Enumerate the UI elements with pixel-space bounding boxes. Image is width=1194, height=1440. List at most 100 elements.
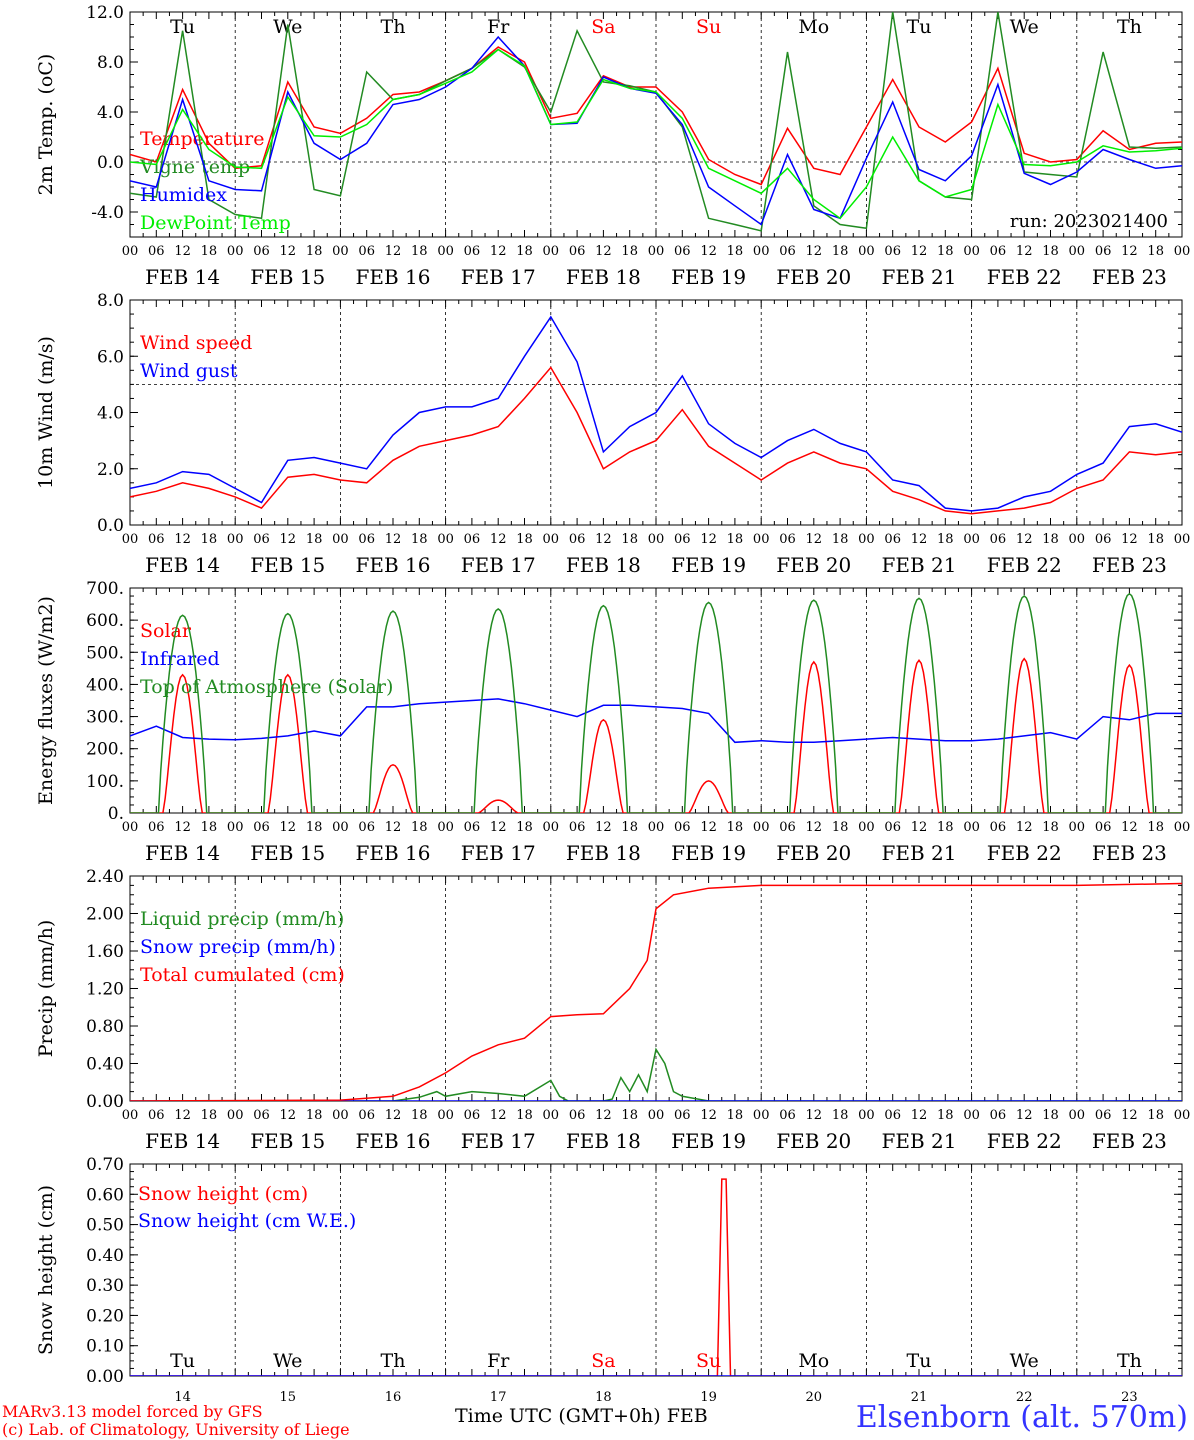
hour-tick-label: 00	[332, 244, 349, 259]
day-number-label: 22	[1016, 1390, 1033, 1405]
hour-tick-label: 12	[385, 532, 402, 547]
hour-tick-label: 18	[516, 1108, 533, 1123]
y-tick-label: 0.10	[86, 1337, 124, 1357]
y-tick-label: 0.30	[86, 1276, 124, 1296]
y-tick-label: 0.0	[97, 153, 124, 173]
day-number-label: 16	[385, 1390, 402, 1405]
y-tick-label: 4.0	[97, 103, 124, 123]
hour-tick-label: 12	[911, 244, 928, 259]
hour-tick-label: 12	[806, 1108, 823, 1123]
y-axis-label: Energy fluxes (W/m2)	[35, 596, 57, 805]
y-tick-label: 0.40	[86, 1246, 124, 1266]
hour-tick-label: 00	[122, 532, 139, 547]
hour-tick-label: 06	[358, 532, 375, 547]
hour-tick-label: 06	[464, 820, 481, 835]
lab-credit: (c) Lab. of Climatology, University of L…	[2, 1420, 350, 1439]
day-number-label: 14	[174, 1390, 191, 1405]
date-label: FEB 18	[566, 1129, 641, 1153]
date-label: FEB 19	[671, 841, 746, 865]
hour-tick-label: 00	[437, 532, 454, 547]
hour-tick-label: 18	[727, 532, 744, 547]
hour-tick-label: 06	[779, 532, 796, 547]
y-tick-label: 500.	[86, 643, 124, 663]
hour-tick-label: 12	[174, 1108, 191, 1123]
weekday-label: Su	[696, 1350, 721, 1372]
series-line	[130, 698, 1182, 744]
hour-tick-label: 18	[411, 244, 428, 259]
date-label: FEB 14	[145, 553, 220, 577]
y-tick-label: 8.0	[97, 53, 124, 73]
panel-2: 0.0 2.0 4.0 6.0 8.0 10m Wind (m/s) 00 06 12 18 00 0…	[35, 291, 1190, 577]
hour-tick-label: 18	[306, 820, 323, 835]
hour-tick-label: 12	[911, 532, 928, 547]
hour-tick-label: 12	[1016, 244, 1033, 259]
plot-frame	[129, 11, 1183, 238]
date-label: FEB 21	[882, 553, 957, 577]
weekday-label: Tu	[907, 1350, 932, 1372]
series-line	[130, 48, 1182, 220]
hour-tick-label: 00	[332, 820, 349, 835]
hour-tick-label: 00	[1069, 820, 1086, 835]
series-line	[130, 35, 1182, 226]
date-label: FEB 19	[671, 1129, 746, 1153]
date-label: FEB 18	[566, 841, 641, 865]
hour-tick-label: 12	[174, 244, 191, 259]
hour-tick-label: 06	[358, 244, 375, 259]
hour-tick-label: 18	[621, 820, 638, 835]
hour-tick-label: 18	[201, 532, 218, 547]
date-label: FEB 14	[145, 1129, 220, 1153]
hour-tick-label: 18	[306, 1108, 323, 1123]
hour-tick-label: 00	[753, 1108, 770, 1123]
hour-tick-label: 12	[911, 1108, 928, 1123]
hour-tick-label: 06	[1095, 1108, 1112, 1123]
date-label: FEB 18	[566, 553, 641, 577]
hour-tick-label: 00	[753, 244, 770, 259]
hour-tick-label: 18	[832, 820, 849, 835]
y-tick-label: 1.20	[86, 980, 124, 1000]
hour-tick-label: 12	[280, 244, 297, 259]
hour-tick-label: 00	[1069, 532, 1086, 547]
hour-tick-label: 00	[648, 244, 665, 259]
model-credit: MARv3.13 model forced by GFS	[2, 1402, 263, 1421]
hour-tick-label: 12	[490, 1108, 507, 1123]
hour-tick-label: 12	[280, 820, 297, 835]
hour-tick-label: 06	[674, 532, 691, 547]
hour-tick-label: 12	[174, 820, 191, 835]
date-label: FEB 21	[882, 1129, 957, 1153]
y-tick-label: 400.	[86, 675, 124, 695]
day-number-label: 19	[700, 1390, 717, 1405]
hour-tick-label: 12	[1016, 820, 1033, 835]
hour-tick-label: 18	[516, 532, 533, 547]
hour-tick-label: 00	[543, 820, 560, 835]
hour-tick-label: 06	[253, 1108, 270, 1123]
hour-tick-label: 18	[621, 244, 638, 259]
hour-tick-label: 00	[227, 244, 244, 259]
hour-tick-label: 18	[306, 532, 323, 547]
weekday-label: Th	[381, 1350, 406, 1372]
hour-tick-label: 00	[437, 820, 454, 835]
hour-tick-label: 18	[621, 1108, 638, 1123]
hour-tick-label: 00	[858, 820, 875, 835]
hour-tick-label: 00	[543, 244, 560, 259]
hour-tick-label: 06	[464, 1108, 481, 1123]
hour-tick-label: 06	[674, 244, 691, 259]
hour-tick-label: 12	[1016, 1108, 1033, 1123]
series-line	[130, 1047, 1182, 1101]
hour-tick-label: 00	[1174, 820, 1191, 835]
hour-tick-label: 12	[385, 1108, 402, 1123]
hour-tick-label: 12	[911, 820, 928, 835]
date-label: FEB 17	[461, 265, 536, 289]
time-axis-title: Time UTC (GMT+0h) FEB	[455, 1405, 708, 1427]
hour-tick-label: 18	[306, 244, 323, 259]
y-tick-label: 0.00	[86, 1092, 124, 1112]
y-tick-label: 0.0	[97, 516, 124, 536]
series-line	[130, 315, 1182, 512]
hour-tick-label: 18	[411, 820, 428, 835]
y-tick-label: 100.	[86, 772, 124, 792]
hour-tick-label: 06	[990, 1108, 1007, 1123]
date-label: FEB 15	[250, 1129, 325, 1153]
day-number-label: 21	[911, 1390, 928, 1405]
hour-tick-label: 00	[437, 1108, 454, 1123]
y-tick-label: 0.40	[86, 1055, 124, 1075]
